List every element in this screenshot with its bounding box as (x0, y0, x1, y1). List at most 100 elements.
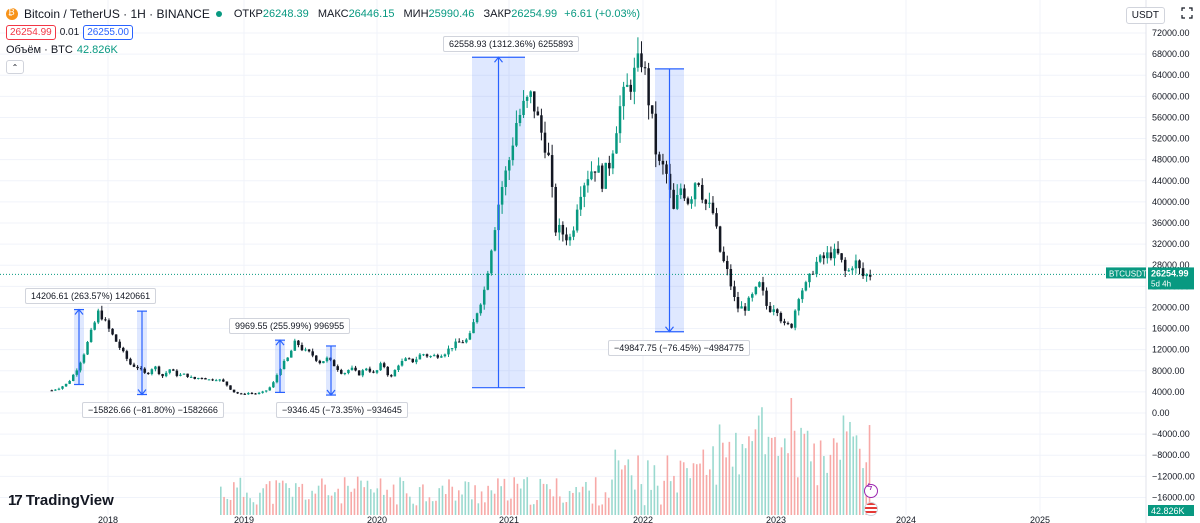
candle-body (658, 154, 661, 161)
volume-bar (467, 482, 470, 515)
tradingview-logo[interactable]: 17 TradingView (8, 492, 114, 509)
range-arrow-head (665, 326, 674, 333)
candle-body (515, 123, 518, 146)
ohlc-values: ОТКР26248.39 МАКС26446.15 МИН25990.46 ЗА… (233, 8, 641, 20)
candle-body (722, 251, 725, 262)
candle-body (382, 363, 386, 367)
currency-selector[interactable]: USDT (1125, 7, 1165, 24)
time-axis[interactable]: 2018 2019 2020 2021 2022 2023 2024 2025 (98, 515, 1050, 523)
candle-body (347, 369, 350, 374)
price-tick-label: 32000.00 (1152, 239, 1190, 249)
volume-bar (653, 465, 656, 515)
volume-bar (298, 486, 300, 515)
candle-body (268, 387, 272, 391)
measure-label-2[interactable]: −15826.66 (−81.80%) −1582666 (82, 402, 224, 418)
volume-bar (832, 438, 835, 515)
candle-body (797, 299, 800, 311)
volume-bar (826, 472, 828, 515)
volume-bar (513, 477, 515, 515)
volume-bar (464, 481, 467, 515)
candle-body (136, 366, 139, 369)
candle-body (826, 252, 829, 259)
volume-bar (722, 442, 724, 515)
volume-bar (712, 446, 714, 515)
volume-bar (611, 479, 613, 515)
candle-body (250, 392, 254, 394)
price-tick-label: 64000.00 (1152, 70, 1190, 80)
candle-body (415, 359, 418, 363)
candle-body (82, 354, 86, 363)
price-tick-label: 48000.00 (1152, 155, 1190, 165)
measure-label-1[interactable]: 14206.61 (263.57%) 1420661 (25, 288, 157, 304)
volume-bar (627, 459, 630, 515)
volume-bar (314, 493, 317, 515)
price-axis[interactable]: 72000.00 68000.00 64000.00 60000.00 56000.00… (1106, 0, 1195, 523)
candle-body (139, 368, 143, 370)
volume-bar (536, 500, 538, 515)
volume-bar (695, 464, 698, 515)
volume-bar (565, 502, 568, 515)
candle-body (400, 361, 404, 366)
candle-body (618, 106, 622, 134)
candle-body (182, 373, 186, 375)
volume-bar (849, 421, 851, 515)
candle-body (858, 260, 861, 269)
candle-body (640, 53, 643, 68)
candle-body (461, 342, 465, 344)
lightning-icon[interactable]: ϟ (864, 482, 878, 498)
buy-price-button[interactable]: 26255.00 (83, 25, 133, 40)
grid (0, 0, 1146, 515)
measure-label-5[interactable]: 62558.93 (1312.36%) 6255893 (443, 36, 580, 52)
volume-bar (405, 493, 408, 515)
candle-body (125, 351, 129, 359)
volume-bar (682, 462, 685, 515)
measure-label-4[interactable]: −9346.45 (−73.35%) −934645 (276, 402, 408, 418)
candle-body (565, 234, 568, 241)
volume-bar (288, 487, 291, 515)
candle-body (368, 368, 372, 372)
candle-body (404, 358, 407, 362)
candle-body (350, 367, 354, 370)
candle-body (286, 357, 289, 361)
volume-bar (858, 448, 861, 515)
candle-body (418, 354, 422, 360)
maximize-icon[interactable] (1181, 7, 1193, 19)
symbol-title[interactable]: Bitcoin / TetherUS · 1H · BINANCE (24, 7, 210, 21)
volume-bar (673, 475, 675, 515)
volume-bar (360, 480, 362, 515)
volume-bar (744, 448, 747, 515)
candle-body (132, 364, 136, 367)
candle-body (536, 111, 540, 116)
volume-bar (783, 438, 786, 515)
time-tick-label: 2021 (499, 515, 519, 523)
us-flag-icon[interactable] (864, 502, 878, 516)
measure-label-6[interactable]: −49847.75 (−76.45%) −4984775 (608, 340, 750, 356)
volume-bar (777, 455, 780, 515)
volume-bar (738, 474, 740, 515)
candle-body (379, 363, 382, 371)
candle-body (293, 340, 297, 351)
volume-bar (552, 496, 555, 515)
volume-bar (457, 490, 460, 515)
volume-bar (275, 480, 278, 515)
candle-body (718, 226, 722, 252)
volume-bar (500, 486, 502, 515)
candle-body (772, 309, 775, 312)
collapse-legend-button[interactable]: ⌃ (6, 60, 24, 74)
candle-body (440, 356, 443, 358)
volume-bar (506, 500, 509, 515)
volume-bar (823, 456, 825, 515)
candle-body (232, 389, 236, 393)
price-tick-label: 0.00 (1152, 408, 1170, 418)
volume-bar (692, 463, 695, 515)
volume-bar (226, 498, 229, 515)
candle-body (386, 366, 389, 376)
measure-label-3[interactable]: 9969.55 (255.99%) 996955 (229, 318, 351, 334)
candle-body (100, 310, 104, 320)
time-tick-label: 2024 (896, 515, 916, 523)
sell-price-button[interactable]: 26254.99 (6, 25, 56, 40)
candle-body (593, 171, 597, 173)
volume-bar (334, 492, 336, 515)
candle-body (336, 366, 339, 370)
